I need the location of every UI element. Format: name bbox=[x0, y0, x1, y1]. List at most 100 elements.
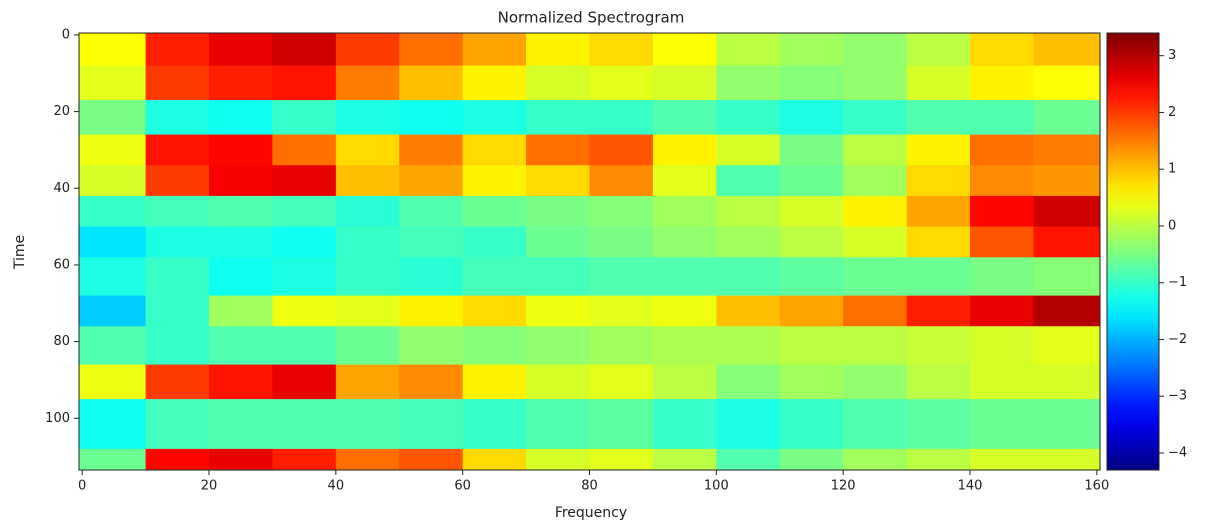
cell bbox=[906, 226, 971, 258]
cell bbox=[79, 165, 147, 197]
colorbar-tick-label: −3 bbox=[1168, 389, 1187, 404]
cell bbox=[589, 165, 654, 197]
cell bbox=[526, 226, 590, 258]
cell bbox=[145, 326, 210, 366]
cell bbox=[462, 448, 527, 471]
x-tick-label: 60 bbox=[454, 479, 471, 494]
colorbar bbox=[1106, 32, 1160, 471]
cell bbox=[272, 399, 337, 450]
cell bbox=[272, 226, 337, 258]
cell bbox=[335, 257, 400, 297]
cell bbox=[652, 134, 717, 166]
cell bbox=[1033, 364, 1101, 400]
cell bbox=[652, 165, 717, 197]
cell bbox=[335, 399, 400, 450]
cell bbox=[79, 226, 147, 258]
cell bbox=[779, 326, 844, 366]
cell bbox=[335, 134, 400, 166]
cell bbox=[589, 326, 654, 366]
cell bbox=[906, 165, 971, 197]
cell bbox=[209, 326, 273, 366]
cell bbox=[589, 33, 654, 67]
cell bbox=[843, 195, 908, 228]
cell bbox=[462, 134, 527, 166]
cell bbox=[526, 195, 590, 228]
cell bbox=[526, 100, 590, 136]
cell bbox=[399, 448, 464, 471]
chart-title: Normalized Spectrogram bbox=[498, 9, 685, 27]
x-tick-label: 80 bbox=[581, 479, 598, 494]
cell bbox=[399, 195, 464, 228]
cell bbox=[272, 257, 337, 297]
cell bbox=[1033, 65, 1101, 101]
cell bbox=[716, 326, 781, 366]
cell bbox=[209, 100, 273, 136]
y-tick-label: 20 bbox=[53, 104, 70, 119]
y-tick-label: 80 bbox=[53, 334, 70, 349]
cell bbox=[969, 165, 1034, 197]
cell bbox=[209, 448, 273, 471]
cell bbox=[462, 195, 527, 228]
cell bbox=[272, 364, 337, 400]
cell bbox=[969, 326, 1034, 366]
x-tick-label: 120 bbox=[831, 479, 856, 494]
cell bbox=[145, 226, 210, 258]
cell bbox=[716, 295, 781, 327]
cell bbox=[209, 65, 273, 101]
cell bbox=[1033, 399, 1101, 450]
cell bbox=[79, 257, 147, 297]
cell bbox=[526, 165, 590, 197]
cell bbox=[526, 364, 590, 400]
cell bbox=[589, 448, 654, 471]
x-tick-label: 20 bbox=[201, 479, 218, 494]
cell bbox=[79, 326, 147, 366]
cell bbox=[526, 33, 590, 67]
colorbar-tick-label: −1 bbox=[1168, 275, 1187, 290]
cell bbox=[462, 165, 527, 197]
cell bbox=[462, 326, 527, 366]
cell bbox=[1033, 195, 1101, 228]
cell bbox=[145, 399, 210, 450]
cell bbox=[526, 65, 590, 101]
cell bbox=[969, 65, 1034, 101]
cell bbox=[906, 100, 971, 136]
cell bbox=[79, 65, 147, 101]
cell bbox=[79, 33, 147, 67]
y-tick-label: 0 bbox=[62, 27, 70, 42]
cell bbox=[462, 226, 527, 258]
cell bbox=[209, 399, 273, 450]
cell bbox=[779, 33, 844, 67]
cell bbox=[843, 257, 908, 297]
cell bbox=[145, 364, 210, 400]
cell bbox=[652, 326, 717, 366]
cell bbox=[843, 364, 908, 400]
cell bbox=[209, 33, 273, 67]
cell bbox=[843, 100, 908, 136]
cell bbox=[589, 399, 654, 450]
cell bbox=[145, 295, 210, 327]
colorbar-tick-label: −4 bbox=[1168, 445, 1187, 460]
cell bbox=[969, 399, 1034, 450]
colorbar-tick-label: 2 bbox=[1168, 105, 1176, 120]
colorbar-tick-label: 1 bbox=[1168, 162, 1176, 177]
cell bbox=[716, 364, 781, 400]
cell bbox=[335, 33, 400, 67]
cell bbox=[1033, 33, 1101, 67]
cell bbox=[652, 195, 717, 228]
cell bbox=[843, 134, 908, 166]
cell bbox=[779, 399, 844, 450]
cell bbox=[843, 326, 908, 366]
colorbar-tick-label: 0 bbox=[1168, 218, 1176, 233]
cell bbox=[399, 364, 464, 400]
cell bbox=[652, 448, 717, 471]
cell bbox=[779, 364, 844, 400]
cell bbox=[79, 195, 147, 228]
cell bbox=[209, 364, 273, 400]
cell bbox=[906, 65, 971, 101]
x-tick-label: 40 bbox=[328, 479, 345, 494]
cell bbox=[145, 448, 210, 471]
cell bbox=[462, 295, 527, 327]
cell bbox=[1033, 226, 1101, 258]
cell bbox=[969, 226, 1034, 258]
cell bbox=[779, 134, 844, 166]
